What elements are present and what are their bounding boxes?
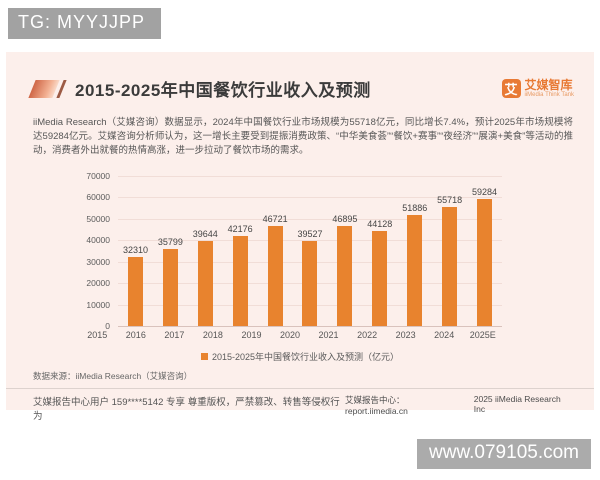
bar-value-label: 39527 [297,229,323,240]
bar-chart: 0 10000 20000 30000 40000 50000 60000 70000 323… [78,171,502,340]
report-card: 2015-2025年中国餐饮行业收入及预测 艾 艾媒智库 iiMedia Thi… [6,52,594,422]
x-tick-label: 2015 [87,330,108,340]
chart-legend: 2015-2025年中国餐饮行业收入及预测（亿元） [6,350,594,363]
bar-value-label: 39644 [192,229,218,240]
x-tick-label: 2017 [164,330,185,340]
bar-value-label: 35799 [157,237,183,248]
x-tick-label: 2016 [125,330,146,340]
bar-group-2022: 44128 [362,176,397,326]
footer-divider [6,388,594,389]
bar-group-2016: 35799 [153,176,188,326]
y-tick-label: 60000 [86,192,110,203]
title-marker-parallelogram [28,79,60,98]
gridline [118,218,502,220]
bar-2016 [162,249,178,326]
tg-watermark-badge: TG: MYYJJPP [8,8,162,39]
gridline [118,326,502,327]
gridline [118,197,502,199]
x-tick-label: 2021 [318,330,339,340]
chart-bars: 32310 35799 39644 42176 46721 39527 46895 44128… [118,176,502,326]
legend-swatch-icon [200,353,208,360]
bar-2015 [127,256,143,326]
iimedia-logo: 艾 艾媒智库 iiMedia Think Tank [501,79,574,98]
x-tick-label: 2022 [357,330,378,340]
y-tick-label: 30000 [86,256,110,267]
bar-value-label: 46721 [262,213,288,224]
chart-plot: 0 10000 20000 30000 40000 50000 60000 70000 323… [86,171,502,331]
gridline [118,240,502,242]
y-tick-label: 50000 [86,213,110,224]
bar-2017 [197,241,213,326]
bar-2022 [372,231,388,326]
url-watermark-badge: www.079105.com [417,439,591,469]
x-tick-label: 2019 [241,330,262,340]
page-title: 2015-2025年中国餐饮行业收入及预测 [75,81,371,100]
footer-report-center-url: 艾媒报告中心：report.iimedia.cn [345,395,408,416]
chart-x-axis: 2015 2016 2017 2018 2019 2020 2021 2022 2023 2024… [78,330,502,340]
y-tick-label: 20000 [86,278,110,289]
bar-value-label: 42176 [227,223,253,234]
report-header: 2015-2025年中国餐饮行业收入及预测 艾 艾媒智库 iiMedia Thi… [28,76,574,101]
x-tick-label: 2018 [202,330,223,340]
chart-y-axis: 0 10000 20000 30000 40000 50000 60000 70000 [76,171,114,331]
bar-2021 [337,225,353,326]
bar-value-label: 32310 [122,244,148,255]
report-footer: 艾媒报告中心用户 159****5142 专享 尊重版权，严禁篡改、转售等侵权行… [33,394,573,422]
gridline [118,176,502,177]
footer-copyright: 2025 iiMedia Research Inc [473,394,561,414]
x-tick-label: 2020 [279,330,301,340]
iimedia-logo-icon: 艾 [501,79,521,98]
bar-2024 [442,206,458,326]
y-tick-label: 10000 [86,299,110,310]
bar-2018 [232,235,248,326]
title-marker-icon [28,79,67,98]
bar-group-2017: 39644 [188,176,223,326]
data-source-note: 数据来源：iiMedia Research（艾媒咨询） [33,371,193,381]
iimedia-logo-subtitle: iiMedia Think Tank [524,91,574,98]
bar-value-label: 55718 [437,194,463,205]
bar-value-label: 59284 [472,186,498,197]
y-tick-label: 40000 [86,235,110,246]
legend-label: 2015-2025年中国餐饮行业收入及预测（亿元） [211,352,400,362]
x-tick-label: 2025E [469,330,496,340]
bar-value-label: 44128 [367,219,393,230]
footer-user-notice: 艾媒报告中心用户 159****5142 专享 尊重版权，严禁篡改、转售等侵权行… [33,397,340,422]
bar-group-2025E: 59284 [467,176,502,326]
iimedia-logo-name: 艾媒智库 [524,78,573,93]
bar-2019 [267,225,283,326]
bar-group-2019: 46721 [258,176,293,326]
bar-group-2018: 42176 [223,176,258,326]
bar-group-2015: 32310 [118,176,153,326]
bar-2025E [477,198,493,326]
bar-group-2024: 55718 [432,176,467,326]
summary-paragraph: iiMedia Research（艾媒咨询）数据显示，2024年中国餐饮行业市场… [33,117,573,156]
y-tick-label: 70000 [86,171,110,181]
bar-value-label: 51886 [402,202,428,213]
footer-source-info: 艾媒报告中心：report.iimedia.cn 2025 iiMedia Re… [345,394,573,416]
iimedia-logo-text: 艾媒智库 iiMedia Think Tank [525,79,574,98]
bar-2020 [302,241,318,326]
bar-value-label: 46895 [332,213,358,224]
y-tick-label: 0 [105,321,110,331]
bar-group-2021: 46895 [327,176,362,326]
x-tick-label: 2024 [434,330,455,340]
bar-group-2020: 39527 [293,176,328,326]
bar-group-2023: 51886 [397,176,432,326]
x-tick-label: 2023 [395,330,416,340]
bar-2023 [407,214,423,326]
